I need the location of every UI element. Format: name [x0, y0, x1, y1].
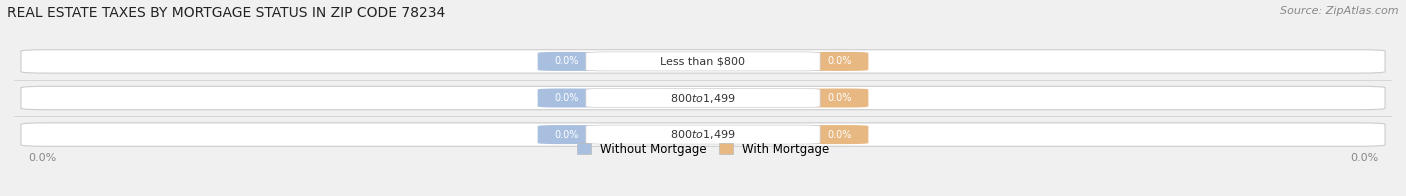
FancyBboxPatch shape [537, 125, 596, 144]
FancyBboxPatch shape [586, 125, 820, 144]
FancyBboxPatch shape [586, 52, 820, 71]
Text: 0.0%: 0.0% [555, 130, 579, 140]
Text: 0.0%: 0.0% [555, 93, 579, 103]
FancyBboxPatch shape [810, 125, 869, 144]
FancyBboxPatch shape [810, 52, 869, 71]
FancyBboxPatch shape [21, 50, 1385, 73]
Text: Less than $800: Less than $800 [661, 56, 745, 66]
Text: $800 to $1,499: $800 to $1,499 [671, 92, 735, 104]
Text: REAL ESTATE TAXES BY MORTGAGE STATUS IN ZIP CODE 78234: REAL ESTATE TAXES BY MORTGAGE STATUS IN … [7, 6, 446, 20]
Text: 0.0%: 0.0% [827, 93, 851, 103]
Text: 0.0%: 0.0% [555, 56, 579, 66]
Text: 0.0%: 0.0% [827, 130, 851, 140]
FancyBboxPatch shape [586, 88, 820, 108]
FancyBboxPatch shape [21, 86, 1385, 110]
Text: $800 to $1,499: $800 to $1,499 [671, 128, 735, 141]
FancyBboxPatch shape [810, 88, 869, 108]
Text: Source: ZipAtlas.com: Source: ZipAtlas.com [1281, 6, 1399, 16]
Text: 0.0%: 0.0% [827, 56, 851, 66]
Legend: Without Mortgage, With Mortgage: Without Mortgage, With Mortgage [576, 143, 830, 156]
Text: 0.0%: 0.0% [28, 153, 56, 163]
FancyBboxPatch shape [21, 123, 1385, 146]
FancyBboxPatch shape [537, 52, 596, 71]
Text: 0.0%: 0.0% [1350, 153, 1378, 163]
FancyBboxPatch shape [537, 88, 596, 108]
